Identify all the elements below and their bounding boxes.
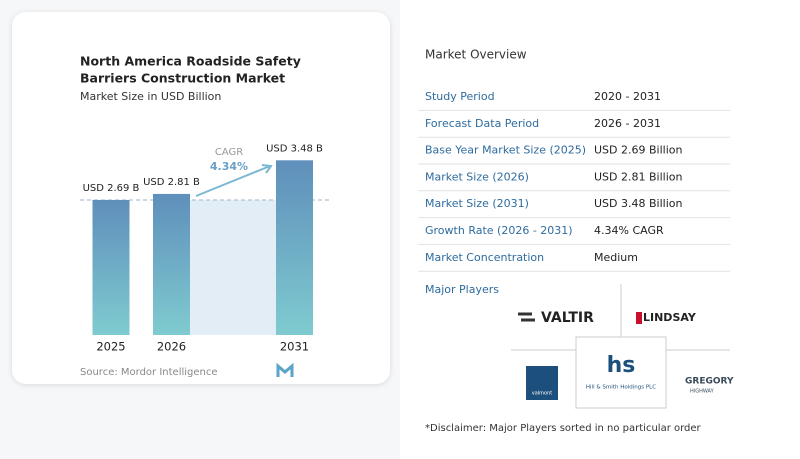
value-label: USD 3.48 B: [266, 143, 323, 154]
bar: [153, 193, 190, 335]
player-logo: VALTIR: [541, 310, 594, 326]
x-tick-label: 2026: [157, 340, 186, 354]
hs-monogram: hs: [607, 353, 636, 378]
player-logo: GREGORY: [685, 377, 734, 387]
cagr-arrow: [195, 164, 273, 197]
lindsay-icon: [636, 312, 642, 324]
chart-title: Barriers Construction Market: [80, 71, 285, 86]
chart-subtitle: Market Size in USD Billion: [80, 90, 221, 103]
bar: [276, 160, 313, 335]
source-logo: [276, 362, 294, 377]
row-value: 2026 - 2031: [594, 117, 661, 130]
chart-title: North America Roadside Safety: [80, 54, 301, 69]
disclaimer: *Disclaimer: Major Players sorted in no …: [425, 423, 702, 434]
row-value: 2020 - 2031: [594, 90, 661, 103]
value-label: USD 2.81 B: [143, 177, 200, 188]
row-label: Market Size (2026): [425, 170, 529, 183]
row-label: Study Period: [425, 90, 495, 103]
player-logo: LINDSAY: [643, 311, 697, 324]
row-label: Market Concentration: [425, 251, 544, 264]
source: Source: Mordor Intelligence: [80, 367, 218, 378]
player-logo: HIGHWAY: [690, 389, 715, 395]
cagr-label: CAGR: [215, 147, 243, 158]
row-value: USD 3.48 Billion: [594, 197, 682, 210]
logo-box: [575, 336, 667, 409]
player-logo: valmont: [532, 391, 553, 397]
row-label: Base Year Market Size (2025): [425, 144, 586, 157]
overview-title: Market Overview: [425, 48, 527, 62]
valtir-icon: [518, 312, 535, 322]
row-value: 4.34% CAGR: [594, 224, 664, 237]
x-tick-label: 2031: [280, 340, 309, 354]
row-value: USD 2.81 Billion: [594, 170, 682, 183]
cagr-value: 4.34%: [210, 160, 248, 173]
forecast-band: [190, 199, 276, 335]
players-title: Major Players: [425, 283, 499, 296]
row-value: Medium: [594, 251, 638, 264]
valmont-box: [526, 366, 558, 400]
row-label: Growth Rate (2026 - 2031): [425, 224, 573, 237]
row-value: USD 2.69 Billion: [594, 144, 682, 157]
x-tick-label: 2025: [96, 340, 125, 354]
bar: [92, 199, 130, 335]
row-label: Forecast Data Period: [425, 117, 539, 130]
row-label: Market Size (2031): [425, 197, 529, 210]
player-logo: Hill & Smith Holdings PLC: [586, 385, 656, 391]
value-label: USD 2.69 B: [83, 183, 140, 194]
